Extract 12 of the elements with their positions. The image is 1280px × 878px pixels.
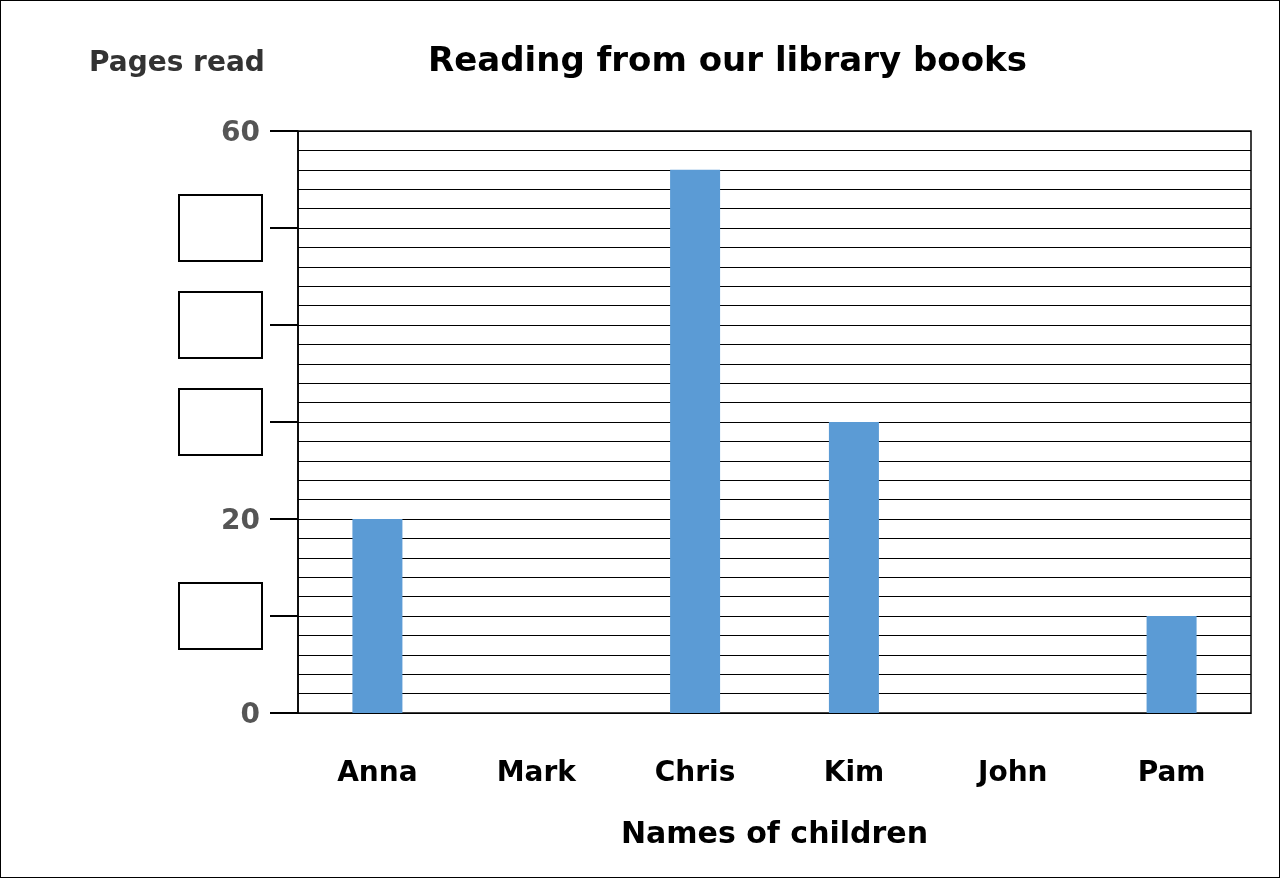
y-axis-title: Pages read [89,44,265,78]
x-axis-title: Names of children [620,814,929,850]
y-tick-label: 20 [221,502,260,536]
chart-title: Reading from our library books [428,39,1027,79]
x-tick-label: Kim [823,754,885,788]
y-tick-label: 60 [221,114,260,148]
x-tick-label: John [975,754,1048,788]
x-tick-label: Chris [654,754,736,788]
x-tick-label: Mark [496,754,578,788]
y-tick-label: 0 [240,696,260,730]
x-tick-label: Anna [337,754,418,788]
x-tick-label: Pam [1137,754,1206,788]
